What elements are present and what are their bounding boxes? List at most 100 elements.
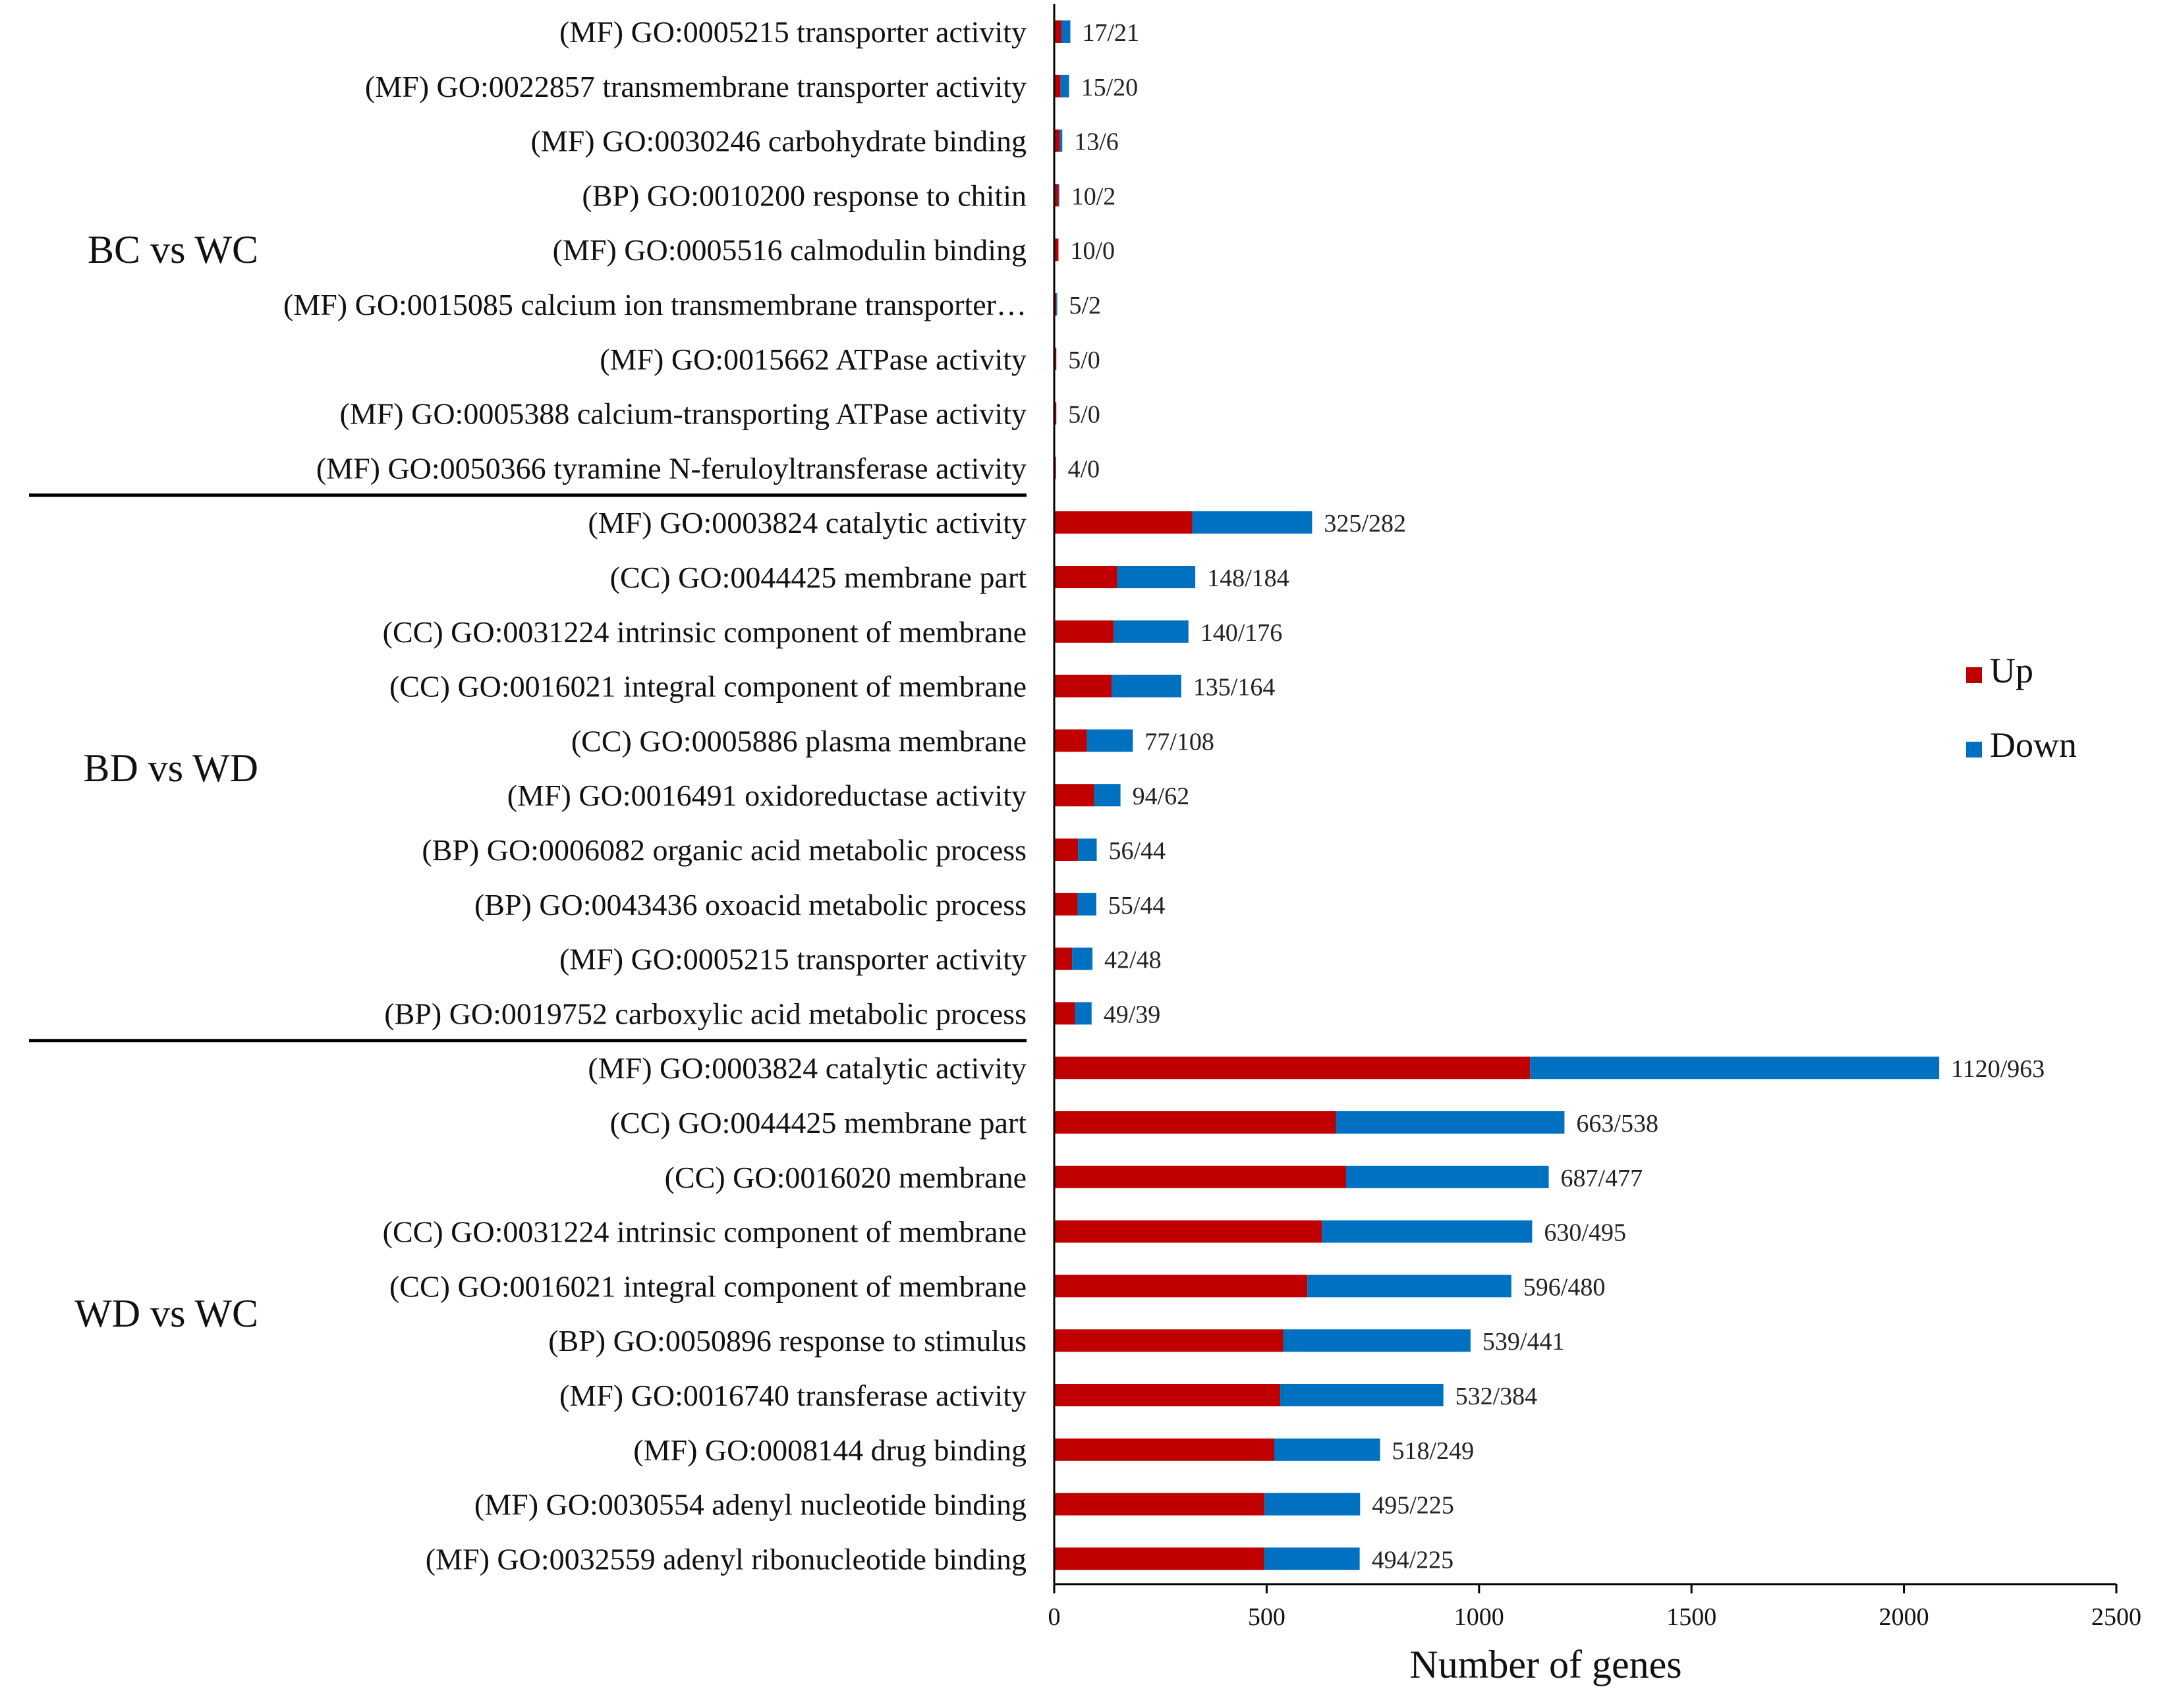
data-label: 495/225: [1372, 1492, 1454, 1520]
legend: Up Down: [1966, 651, 2077, 765]
category-label: (MF) GO:0003824 catalytic activity: [588, 506, 1027, 539]
data-label: 77/108: [1144, 728, 1214, 756]
data-label: 1120/963: [1951, 1055, 2045, 1083]
data-label: 596/480: [1523, 1273, 1606, 1301]
category-label: (MF) GO:0005215 transporter activity: [559, 943, 1027, 976]
legend-swatch-down: [1966, 742, 1982, 758]
bar-up: [1054, 347, 1057, 370]
group-separators: [29, 493, 1027, 1043]
category-label: (MF) GO:0022857 transmembrane transporte…: [365, 70, 1027, 103]
category-label: (BP) GO:0043436 oxoacid metabolic proces…: [474, 888, 1027, 922]
bars: [1054, 20, 1940, 1570]
bar-down: [1078, 839, 1097, 861]
bar-up: [1054, 729, 1087, 752]
data-label: 15/20: [1081, 74, 1139, 101]
bar-down: [1322, 1220, 1533, 1243]
category-label: (CC) GO:0031224 intrinsic component of m…: [383, 615, 1027, 649]
category-label: (MF) GO:0005215 transporter activity: [559, 15, 1027, 49]
data-label: 630/495: [1544, 1219, 1626, 1247]
data-label: 56/44: [1108, 837, 1166, 865]
category-label: (MF) GO:0005516 calmodulin binding: [553, 233, 1027, 267]
x-tick-label: 2000: [1879, 1603, 1929, 1631]
bar-down: [1072, 947, 1093, 970]
data-label: 4/0: [1068, 455, 1100, 483]
legend-label-down: Down: [1990, 725, 2077, 765]
bar-up: [1054, 74, 1061, 97]
category-label: (MF) GO:0015085 calcium ion transmembran…: [283, 288, 1027, 321]
data-label: 10/2: [1071, 182, 1116, 210]
legend-label-up: Up: [1990, 651, 2033, 690]
bar-down: [1336, 1111, 1565, 1134]
bar-up: [1054, 1111, 1336, 1134]
category-label: (MF) GO:0030554 adenyl nucleotide bindin…: [474, 1488, 1027, 1522]
bar-up: [1054, 511, 1193, 534]
bar-down: [1274, 1438, 1380, 1461]
group-label: WD vs WC: [74, 1292, 258, 1335]
bar-up: [1054, 893, 1078, 916]
category-label: (CC) GO:0044425 membrane part: [610, 561, 1027, 594]
bar-down: [1060, 74, 1069, 97]
data-label: 135/164: [1193, 674, 1276, 702]
bar-down: [1112, 675, 1181, 698]
category-label: (CC) GO:0016021 integral component of me…: [389, 670, 1027, 703]
bar-down: [1077, 893, 1096, 916]
bar-down: [1075, 1002, 1092, 1025]
category-label: (CC) GO:0016021 integral component of me…: [389, 1269, 1027, 1303]
bar-down: [1307, 1275, 1511, 1298]
data-label: 325/282: [1324, 510, 1406, 537]
bar-up: [1054, 1057, 1531, 1080]
bar-up: [1054, 20, 1061, 43]
bar-up: [1054, 129, 1060, 152]
bar-up: [1054, 1547, 1264, 1570]
bar-up: [1054, 1165, 1346, 1188]
bar-down: [1114, 620, 1189, 643]
bar-up: [1054, 784, 1094, 807]
bar-up: [1054, 566, 1117, 588]
data-label: 13/6: [1074, 128, 1119, 156]
category-label: (BP) GO:0010200 response to chitin: [582, 179, 1027, 212]
category-label: (MF) GO:0008144 drug binding: [633, 1433, 1027, 1467]
x-axis: 0 500 1000 1500 2000 2500: [1048, 4, 2141, 1631]
data-label: 518/249: [1392, 1437, 1475, 1465]
bar-up: [1054, 1329, 1284, 1352]
bar-down: [1058, 184, 1059, 207]
data-label: 140/176: [1200, 619, 1283, 647]
bar-up: [1054, 184, 1059, 207]
x-tick-label: 1000: [1454, 1603, 1504, 1631]
bar-up: [1054, 947, 1073, 970]
bar-up: [1054, 620, 1114, 643]
bar-down: [1192, 511, 1312, 534]
category-label: (CC) GO:0005886 plasma membrane: [571, 724, 1027, 758]
bar-down: [1264, 1493, 1361, 1516]
category-label: (BP) GO:0019752 carboxylic acid metaboli…: [384, 997, 1027, 1030]
category-label: (MF) GO:0050366 tyramine N-feruloyltrans…: [316, 451, 1027, 485]
data-label: 494/225: [1372, 1546, 1454, 1574]
legend-swatch-up: [1966, 667, 1982, 683]
data-label: 55/44: [1108, 892, 1166, 920]
data-label: 539/441: [1482, 1328, 1565, 1356]
category-label: (MF) GO:0003824 catalytic activity: [588, 1051, 1027, 1085]
category-label: (MF) GO:0030246 carbohydrate binding: [531, 124, 1027, 158]
bar-up: [1054, 1220, 1322, 1243]
x-tick-label: 0: [1048, 1603, 1061, 1631]
bar-up: [1054, 402, 1057, 425]
data-label: 5/2: [1069, 292, 1102, 319]
data-label: 49/39: [1104, 1001, 1161, 1028]
bar-up: [1054, 1275, 1308, 1298]
bar-down: [1117, 566, 1196, 588]
category-label: (MF) GO:0005388 calcium-transporting ATP…: [339, 397, 1027, 431]
data-label: 148/184: [1207, 565, 1289, 592]
group-labels: BC vs WC BD vs WD WD vs WC: [74, 228, 258, 1335]
x-tick-label: 500: [1248, 1603, 1285, 1631]
bar-up: [1054, 293, 1057, 316]
category-label: (MF) GO:0032559 adenyl ribonucleotide bi…: [426, 1542, 1027, 1576]
bar-down: [1056, 293, 1058, 316]
bar-down: [1283, 1329, 1471, 1352]
category-label: (CC) GO:0044425 membrane part: [610, 1106, 1027, 1140]
category-label: (MF) GO:0016740 transferase activity: [559, 1379, 1027, 1412]
x-axis-title: Number of genes: [1409, 1643, 1681, 1686]
bar-down: [1086, 729, 1133, 752]
data-label: 5/0: [1068, 401, 1100, 429]
data-label: 42/48: [1104, 947, 1162, 974]
bar-down: [1061, 20, 1071, 43]
